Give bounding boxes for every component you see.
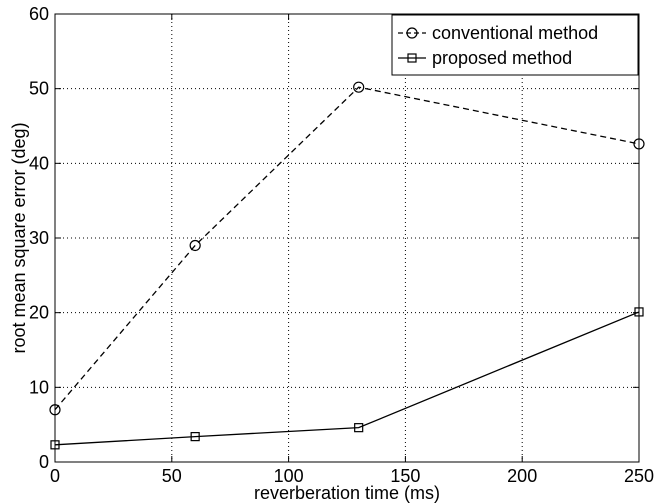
legend-label: conventional method — [432, 23, 598, 43]
legend-box — [391, 14, 639, 76]
y-tick-label: 0 — [39, 452, 49, 472]
x-tick-label: 150 — [390, 466, 420, 486]
y-tick-label: 10 — [29, 377, 49, 397]
legend-marker — [406, 27, 418, 39]
series-line — [54, 86, 640, 411]
x-tick-label: 50 — [162, 466, 182, 486]
x-axis-label: reverberation time (ms) — [254, 483, 440, 503]
x-tick-label: 250 — [624, 466, 654, 486]
legend-entry: conventional method — [398, 23, 598, 43]
legend-label: proposed method — [432, 48, 572, 68]
data-point — [634, 307, 644, 317]
legend-marker — [407, 53, 417, 63]
x-tick-label: 100 — [274, 466, 304, 486]
y-axis-label: root mean square error (deg) — [9, 122, 29, 353]
y-tick-label: 20 — [29, 303, 49, 323]
data-point — [189, 239, 201, 252]
y-tick-label: 40 — [29, 153, 49, 173]
series-group — [49, 81, 645, 450]
grid-lines — [55, 14, 639, 462]
data-point — [354, 423, 364, 433]
data-point — [353, 81, 365, 93]
x-tick-label: 0 — [50, 466, 60, 486]
series-0 — [49, 81, 645, 416]
x-tick-label: 200 — [507, 466, 537, 486]
legend-entry: proposed method — [398, 48, 572, 68]
series-1 — [50, 307, 644, 450]
y-tick-label: 50 — [29, 79, 49, 99]
series-line — [54, 311, 640, 446]
data-point — [633, 138, 645, 150]
axis-ticks: 0 50 100 150 200 250 0 10 20 30 40 50 60 — [29, 4, 654, 486]
legend: conventional method proposed method — [391, 14, 639, 76]
data-point — [190, 432, 200, 442]
y-tick-label: 60 — [29, 4, 49, 24]
data-point — [50, 440, 60, 450]
y-tick-label: 30 — [29, 228, 49, 248]
data-point — [49, 404, 61, 416]
